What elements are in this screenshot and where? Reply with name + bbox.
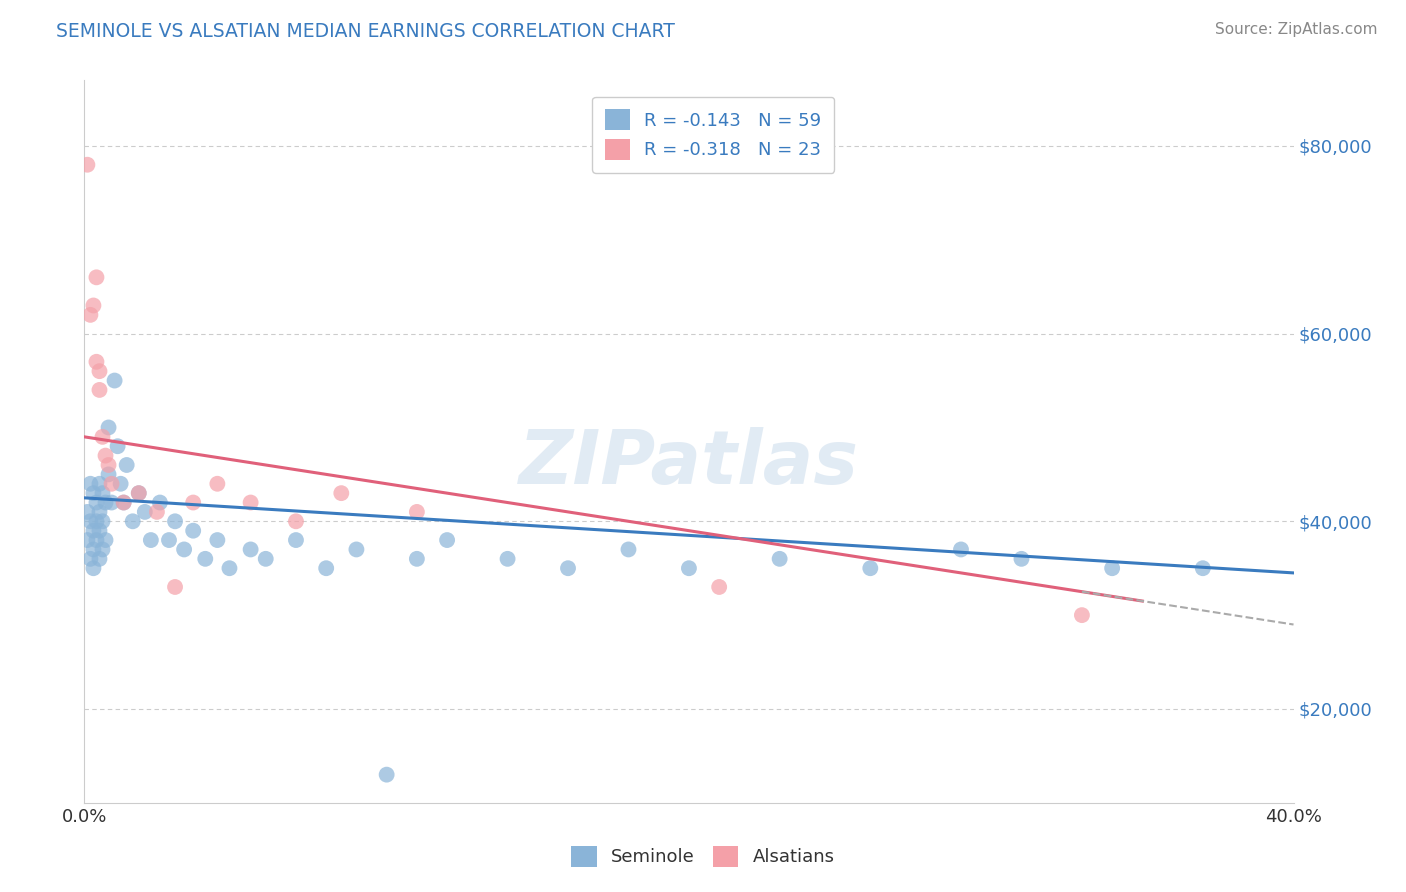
Point	[107, 439, 129, 453]
Point	[181, 524, 204, 538]
Point	[346, 542, 368, 557]
Point	[110, 476, 132, 491]
Point	[82, 561, 104, 575]
Point	[91, 542, 114, 557]
Point	[121, 514, 143, 528]
Point	[315, 561, 337, 575]
Point	[97, 420, 120, 434]
Point	[173, 542, 195, 557]
Point	[375, 767, 398, 781]
Point	[239, 542, 262, 557]
Point	[82, 486, 104, 500]
Point	[239, 495, 262, 509]
Point	[207, 533, 229, 547]
Point	[146, 505, 169, 519]
Point	[112, 495, 135, 509]
Point	[89, 476, 111, 491]
Point	[94, 533, 117, 547]
Point	[165, 514, 187, 528]
Point	[157, 533, 180, 547]
Point	[100, 476, 122, 491]
Point	[91, 514, 114, 528]
Point	[617, 542, 640, 557]
Point	[94, 495, 117, 509]
Point	[218, 561, 240, 575]
Point	[285, 533, 308, 547]
Point	[134, 505, 156, 519]
Legend: Seminole, Alsatians: Seminole, Alsatians	[564, 838, 842, 874]
Point	[82, 542, 104, 557]
Point	[678, 561, 700, 575]
Point	[86, 270, 108, 285]
Point	[76, 158, 98, 172]
Point	[86, 514, 108, 528]
Point	[76, 533, 98, 547]
Point	[86, 495, 108, 509]
Point	[254, 551, 277, 566]
Point	[89, 524, 111, 538]
Text: Source: ZipAtlas.com: Source: ZipAtlas.com	[1215, 22, 1378, 37]
Point	[91, 486, 114, 500]
Point	[82, 298, 104, 312]
Point	[79, 308, 101, 322]
Text: ZIPatlas: ZIPatlas	[519, 426, 859, 500]
Point	[139, 533, 162, 547]
Point	[94, 449, 117, 463]
Point	[207, 476, 229, 491]
Point	[1192, 561, 1215, 575]
Point	[1071, 608, 1094, 623]
Text: SEMINOLE VS ALSATIAN MEDIAN EARNINGS CORRELATION CHART: SEMINOLE VS ALSATIAN MEDIAN EARNINGS COR…	[56, 22, 675, 41]
Point	[76, 505, 98, 519]
Point	[406, 551, 429, 566]
Point	[104, 374, 127, 388]
Point	[149, 495, 172, 509]
Point	[89, 383, 111, 397]
Point	[1101, 561, 1123, 575]
Point	[859, 561, 882, 575]
Point	[89, 505, 111, 519]
Point	[1011, 551, 1033, 566]
Point	[97, 467, 120, 482]
Point	[100, 495, 122, 509]
Point	[436, 533, 458, 547]
Point	[79, 551, 101, 566]
Point	[769, 551, 792, 566]
Point	[496, 551, 519, 566]
Point	[330, 486, 353, 500]
Point	[89, 551, 111, 566]
Legend: R = -0.143   N = 59, R = -0.318   N = 23: R = -0.143 N = 59, R = -0.318 N = 23	[592, 96, 834, 172]
Point	[406, 505, 429, 519]
Point	[115, 458, 138, 472]
Point	[181, 495, 204, 509]
Point	[79, 476, 101, 491]
Point	[709, 580, 731, 594]
Point	[950, 542, 973, 557]
Point	[112, 495, 135, 509]
Point	[557, 561, 579, 575]
Point	[86, 533, 108, 547]
Point	[194, 551, 217, 566]
Point	[97, 458, 120, 472]
Point	[86, 355, 108, 369]
Point	[91, 430, 114, 444]
Point	[128, 486, 150, 500]
Point	[89, 364, 111, 378]
Point	[79, 514, 101, 528]
Point	[82, 524, 104, 538]
Point	[165, 580, 187, 594]
Point	[285, 514, 308, 528]
Point	[128, 486, 150, 500]
